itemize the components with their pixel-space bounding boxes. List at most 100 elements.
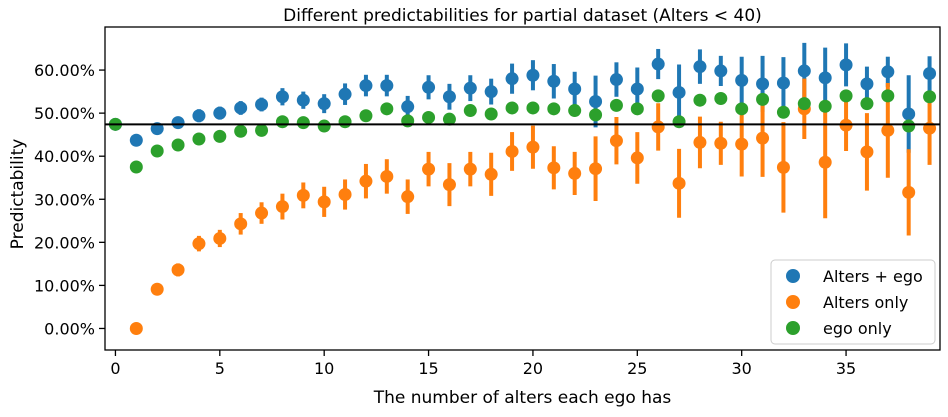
data-point <box>234 217 248 231</box>
data-point <box>296 188 310 202</box>
y-tick-label: 20.00% <box>34 233 95 252</box>
data-point <box>693 135 707 149</box>
data-point <box>380 102 394 116</box>
data-point <box>881 89 895 103</box>
data-point <box>422 80 436 94</box>
series-alters-ego <box>108 42 937 153</box>
data-point <box>192 132 206 146</box>
plot-layer <box>105 42 940 335</box>
data-point <box>776 160 790 174</box>
data-point <box>317 119 331 133</box>
data-point <box>442 178 456 192</box>
data-point <box>171 116 185 130</box>
x-tick-label: 15 <box>418 359 438 378</box>
data-point <box>714 136 728 150</box>
legend-marker <box>786 295 800 309</box>
data-point <box>693 60 707 74</box>
data-point <box>275 200 289 214</box>
data-point <box>275 115 289 129</box>
legend-label: Alters + ego <box>823 267 923 286</box>
data-point <box>359 109 373 123</box>
data-point <box>484 167 498 181</box>
x-tick-label: 5 <box>215 359 225 378</box>
data-point <box>171 263 185 277</box>
data-point <box>255 206 269 220</box>
series-ego-only <box>108 89 937 174</box>
data-point <box>401 190 415 204</box>
data-point <box>735 73 749 87</box>
data-point <box>359 174 373 188</box>
data-point <box>672 85 686 99</box>
y-tick-label: 40.00% <box>34 147 95 166</box>
data-point <box>818 99 832 113</box>
data-point <box>589 95 603 109</box>
data-point <box>463 81 477 95</box>
data-point <box>129 321 143 335</box>
data-point <box>150 122 164 136</box>
data-point <box>463 162 477 176</box>
data-point <box>422 110 436 124</box>
legend-label: ego only <box>823 319 892 338</box>
data-point <box>651 57 665 71</box>
data-point <box>839 58 853 72</box>
data-point <box>213 106 227 120</box>
data-point <box>547 161 561 175</box>
axes-frame <box>104 26 941 351</box>
data-point <box>547 102 561 116</box>
data-point <box>255 123 269 137</box>
data-point <box>776 76 790 90</box>
data-point <box>735 137 749 151</box>
data-point <box>380 79 394 93</box>
data-point <box>651 120 665 134</box>
data-point <box>589 108 603 122</box>
x-axis-label: The number of alters each ego has <box>373 388 672 408</box>
y-tick-label: 0.00% <box>44 319 95 338</box>
data-point <box>693 93 707 107</box>
y-tick-label: 60.00% <box>34 61 95 80</box>
data-point <box>463 104 477 118</box>
data-point <box>317 97 331 111</box>
data-point <box>839 89 853 103</box>
data-point <box>317 195 331 209</box>
data-point <box>192 237 206 251</box>
data-point <box>484 107 498 121</box>
data-point <box>234 124 248 138</box>
legend-label: Alters only <box>823 293 908 312</box>
data-point <box>568 82 582 96</box>
data-point <box>609 134 623 148</box>
x-tick-label: 0 <box>110 359 120 378</box>
data-point <box>902 185 916 199</box>
data-point <box>860 145 874 159</box>
data-point <box>275 90 289 104</box>
axes-layer: 0 5 10 15 20 25 30 35 0.00% 10.00% 20.00% 30.00% 40.… <box>34 26 941 378</box>
data-point <box>672 176 686 190</box>
y-tick-label: 10.00% <box>34 276 95 295</box>
chart-title: Different predictabilities for partial d… <box>283 6 762 26</box>
data-point <box>797 64 811 78</box>
y-axis-label: Predictability <box>8 139 28 250</box>
data-point <box>881 123 895 137</box>
data-point <box>234 101 248 115</box>
data-point <box>338 115 352 129</box>
data-point <box>442 90 456 104</box>
data-point <box>714 91 728 105</box>
data-point <box>359 79 373 93</box>
x-tick-label: 20 <box>523 359 543 378</box>
data-point <box>797 97 811 111</box>
plot-area <box>105 42 940 335</box>
data-point <box>630 151 644 165</box>
data-point <box>129 133 143 147</box>
data-point <box>818 155 832 169</box>
data-point <box>129 160 143 174</box>
legend-marker <box>786 321 800 335</box>
data-point <box>860 97 874 111</box>
data-point <box>213 129 227 143</box>
data-point <box>714 64 728 78</box>
x-tick-label: 35 <box>836 359 856 378</box>
data-point <box>630 82 644 96</box>
data-point <box>484 85 498 99</box>
data-point <box>756 77 770 91</box>
data-point <box>213 231 227 245</box>
data-point <box>505 101 519 115</box>
